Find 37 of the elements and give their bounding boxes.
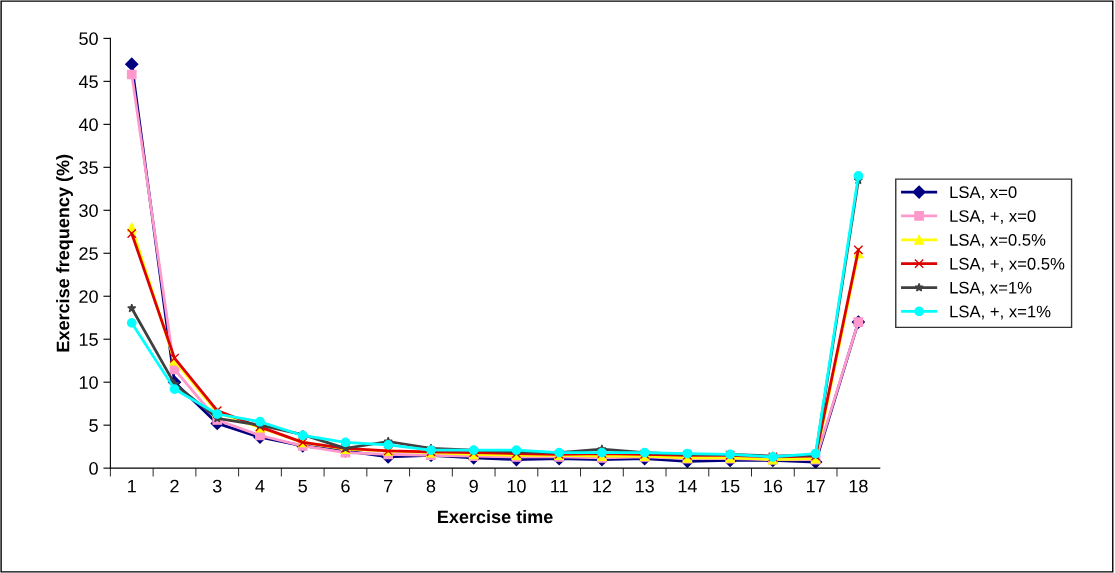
- x-tick-label: 15: [721, 479, 740, 493]
- legend-label: LSA, x=0: [950, 186, 1017, 201]
- x-tick-label: 5: [298, 479, 307, 493]
- x-tick-label: 3: [212, 479, 222, 493]
- y-tick-label: 30: [79, 204, 98, 218]
- x-tick-label: 9: [469, 479, 478, 493]
- y-tick-label: 45: [78, 75, 98, 89]
- x-tick-label: 16: [764, 479, 783, 493]
- x-tick-label: 2: [170, 479, 179, 493]
- y-tick-label: 20: [79, 290, 98, 303]
- legend-label: LSA, x=0.5%: [950, 234, 1046, 248]
- x-tick-label: 1: [128, 479, 136, 493]
- y-tick-label: 25: [79, 247, 98, 260]
- x-tick-label: 12: [593, 479, 612, 493]
- x-tick-label: 13: [635, 479, 654, 493]
- y-tick-label: 15: [79, 333, 98, 346]
- y-tick-label: 50: [79, 32, 98, 46]
- legend-label: LSA, +, x=1%: [950, 305, 1051, 320]
- x-axis-title: Exercise time: [438, 509, 553, 524]
- legend-label: LSA, x=1%: [950, 281, 1032, 296]
- legend-label: LSA, +, x=0.5%: [950, 257, 1065, 272]
- x-tick-label: 6: [341, 479, 350, 493]
- y-tick-label: 35: [79, 161, 98, 175]
- y-tick-label: 40: [78, 118, 98, 132]
- x-tick-label: 18: [849, 479, 868, 493]
- x-tick-label: 4: [255, 479, 265, 493]
- y-tick-label: 0: [89, 462, 98, 475]
- y-axis-title: Exercise frequency (%): [56, 154, 73, 352]
- x-tick-label: 10: [507, 479, 526, 493]
- y-tick-label: 5: [89, 419, 98, 432]
- y-tick-label: 10: [79, 376, 98, 389]
- x-tick-label: 11: [551, 479, 568, 493]
- legend-label: LSA, +, x=0: [950, 210, 1036, 224]
- x-tick-label: 7: [384, 479, 393, 493]
- x-tick-label: 8: [426, 479, 436, 493]
- x-tick-label: 14: [678, 479, 697, 493]
- x-tick-label: 17: [806, 479, 825, 493]
